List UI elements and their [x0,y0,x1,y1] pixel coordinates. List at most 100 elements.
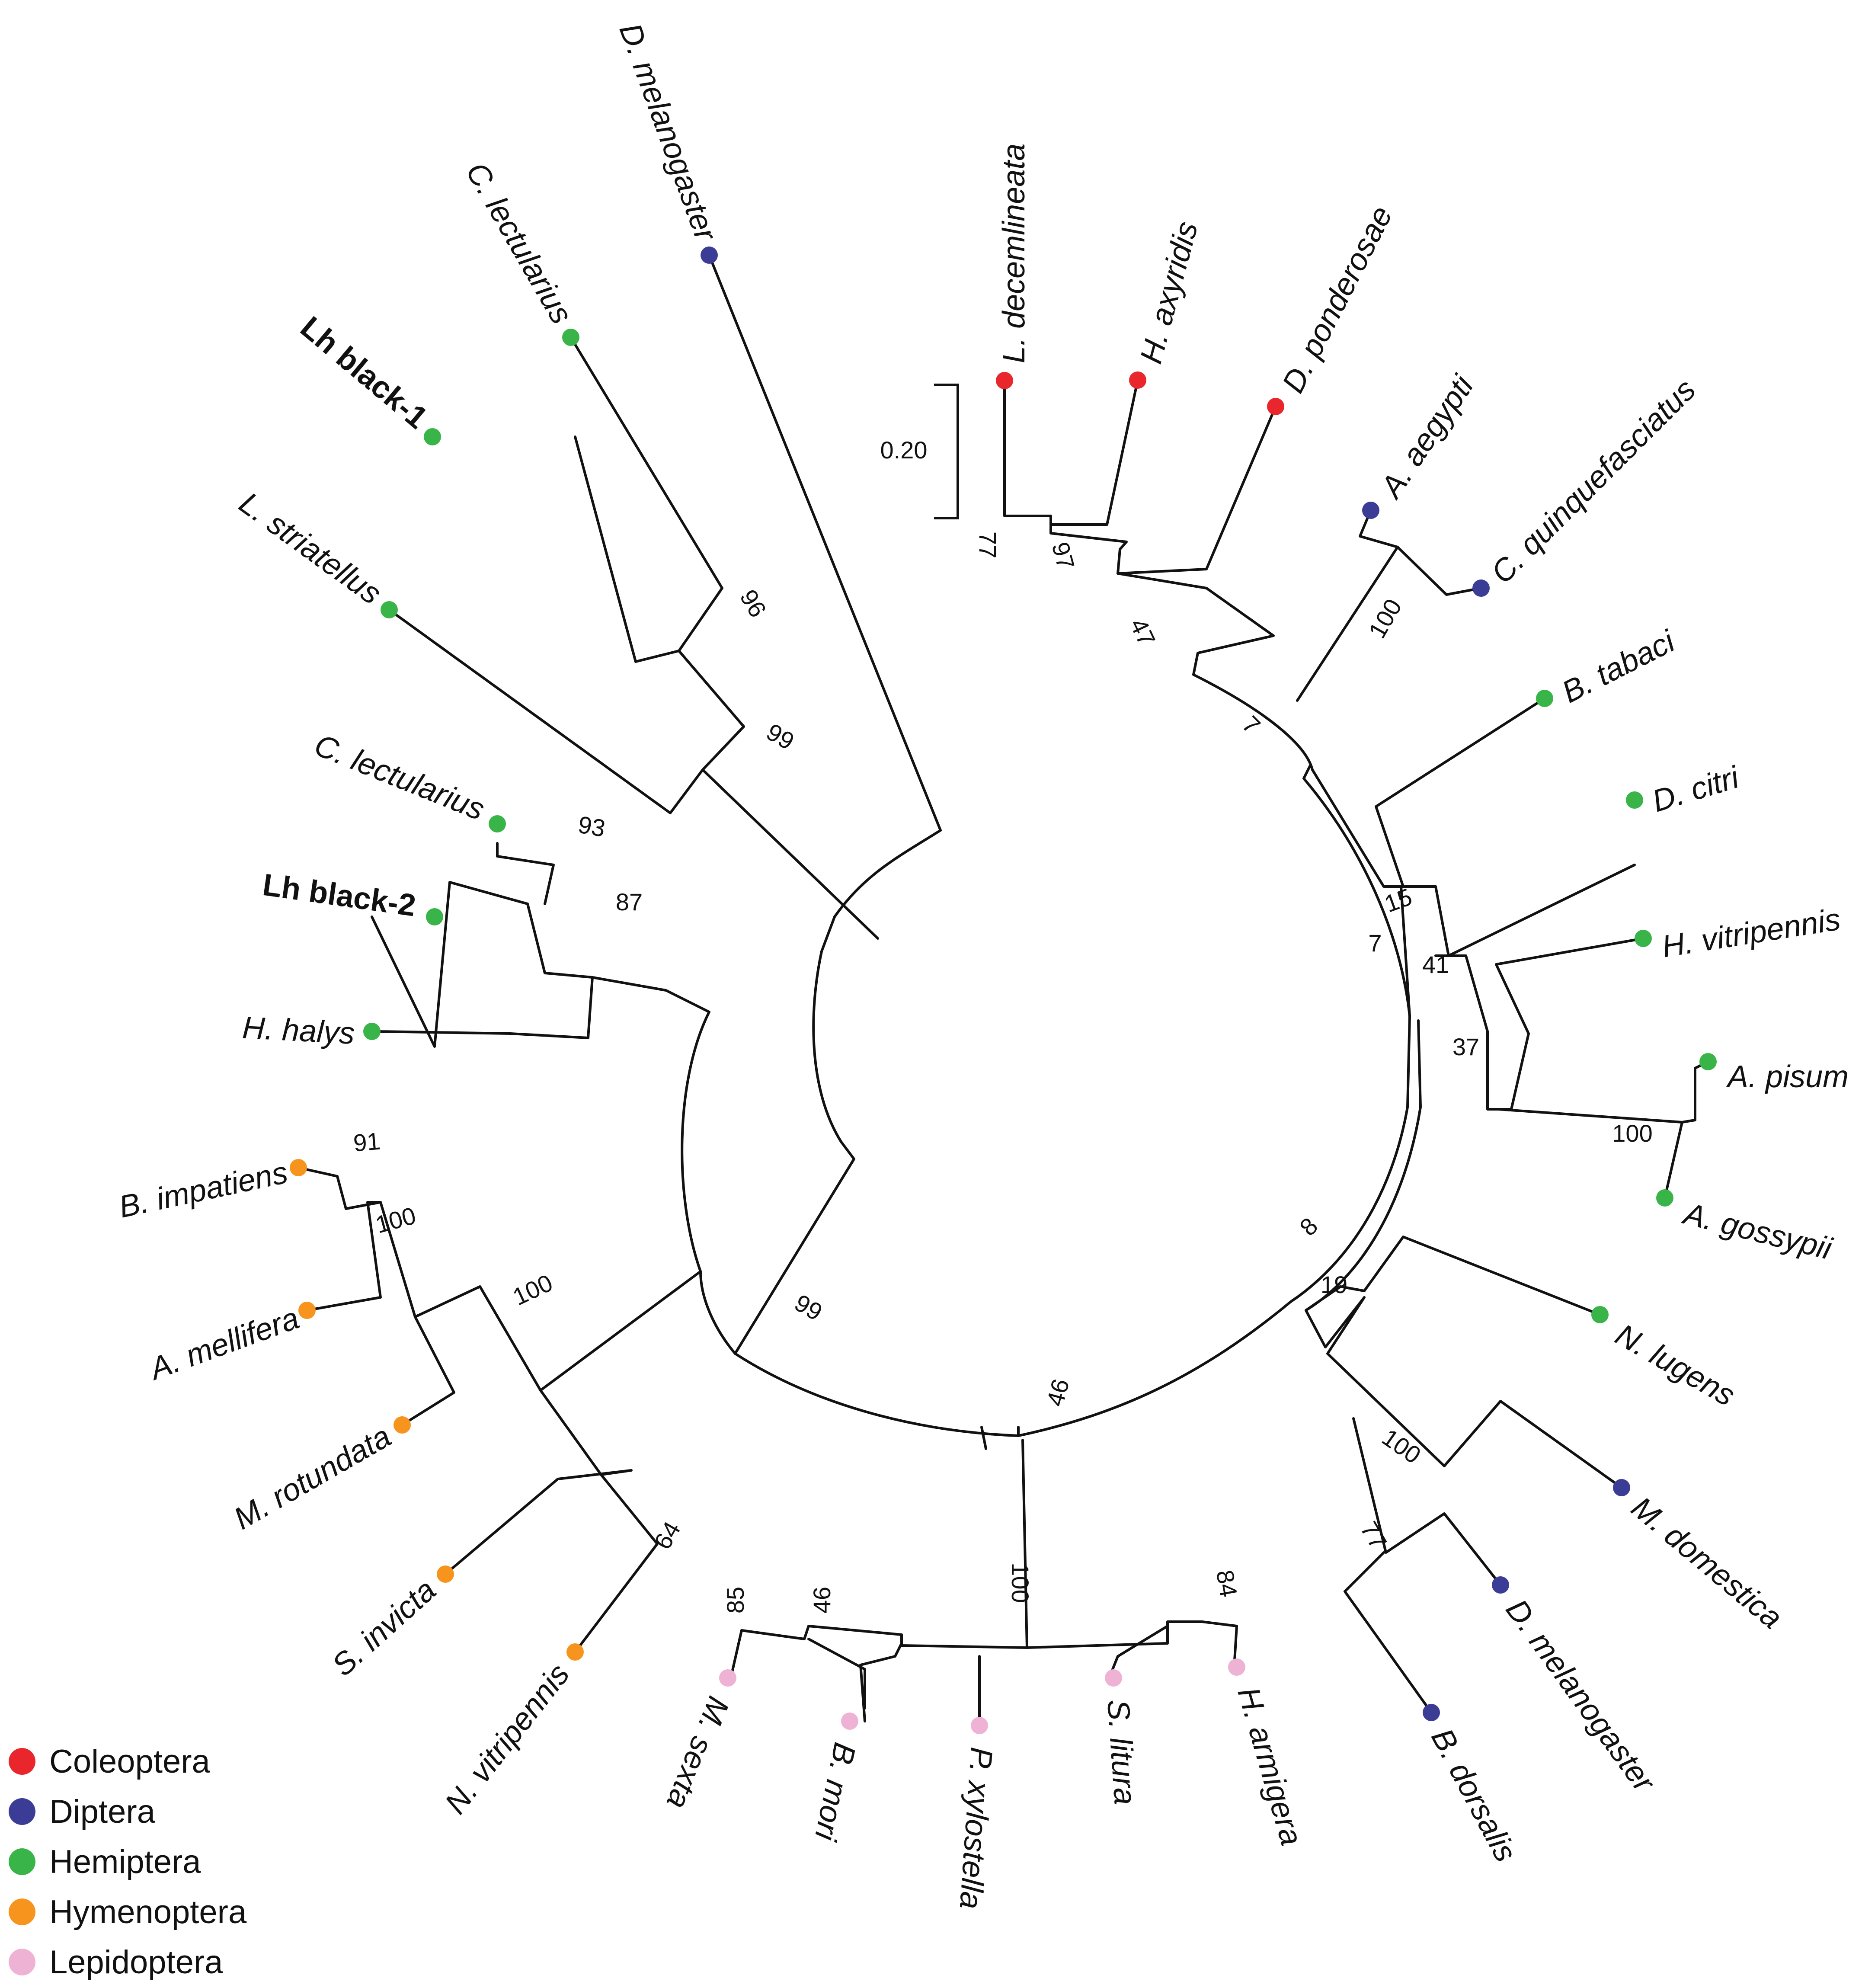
leaf-label: Lh black-1 [294,310,434,435]
leaf-dot-diptera [1472,579,1490,597]
support-value: 85 [722,1587,749,1613]
tree-branch [1344,1551,1433,1714]
support-value: 97 [1046,539,1080,572]
support-value: 8 [1294,1212,1323,1241]
leaf-label: S. invicta [326,1573,443,1683]
leaf-label: L. decemlineata [997,144,1031,363]
tree-branches [297,254,1709,1727]
tree-branch [1400,864,1636,957]
support-value: 47 [1125,614,1161,650]
scale-bar-line [934,384,959,519]
support-value: 19 [1321,1271,1347,1298]
support-value: 100 [1377,1423,1426,1469]
legend-item: Diptera [9,1786,246,1837]
leaf-label: B. tabaci [1557,624,1681,710]
legend-label: Hymenoptera [49,1893,247,1930]
support-value: 15 [1381,883,1415,918]
leaf-dot-hemiptera [562,329,579,346]
tree-branch [375,976,710,1273]
leaf-dot-hymenoptera [566,1643,584,1661]
tree-branch [1296,546,1399,702]
tree-branch [574,435,879,940]
tree-branch [734,1352,1020,1437]
tree-branch [297,1166,702,1392]
leaf-dot-hemiptera [489,815,506,832]
tree-branch [574,1473,659,1653]
leaf-dot-lepidoptera [1228,1658,1245,1676]
tree-branch [859,1642,903,1722]
tree-branch [306,1201,382,1312]
leaf-dot-lepidoptera [1105,1669,1122,1687]
tree-branch [833,829,942,918]
tree-branch [1233,1625,1238,1662]
leaf-dot-hemiptera [1626,791,1643,809]
legend-swatch [9,1848,35,1875]
leaf-dot-diptera [1492,1576,1509,1594]
tree-branch [496,842,555,905]
support-value: 77 [1355,1517,1392,1554]
tree-branch [1305,1019,1422,1312]
support-value: 37 [1452,1033,1479,1060]
tree-branch [980,1426,987,1450]
leaf-dot-hymenoptera [290,1159,307,1176]
tree-branch [1117,572,1275,676]
leaf-label: M. rotundata [228,1419,397,1536]
leaf-dot-coleoptera [1267,398,1284,415]
legend-swatch [9,1748,35,1775]
leaf-dot-hymenoptera [298,1302,316,1319]
support-value: 100 [373,1202,419,1239]
legend-item: Hemiptera [9,1837,246,1887]
tree-branch [1664,1121,1683,1199]
leaf-label: M. domestica [1625,1490,1788,1636]
legend-item: Lepidoptera [9,1937,246,1987]
legend-swatch [9,1949,35,1975]
tree-branch [444,1389,633,1575]
tree-branch [1352,1417,1502,1586]
leaf-dot-hemiptera [424,428,441,445]
tree-branch [1108,1625,1169,1679]
support-value: 77 [974,531,1001,558]
tree-branch [1289,1015,1411,1303]
tree-branch [1359,509,1482,596]
leaf-label: S. litura [1101,1698,1142,1806]
tree-branch [401,1316,455,1426]
legend-label: Lepidoptera [49,1943,223,1981]
tree-branch [699,1270,736,1355]
tree-branch [734,1140,855,1355]
tree-branch [1049,405,1277,575]
tree-branch [812,916,842,1143]
leaf-dot-hemiptera [1635,930,1652,947]
leaf-label: A. mellifera [144,1301,304,1387]
support-value: 100 [1007,1562,1034,1603]
support-value: 7 [1368,929,1382,957]
support-value: 100 [509,1269,557,1311]
tree-branch [1497,1060,1709,1124]
support-value: 46 [808,1587,835,1613]
leaf-label: P. xylostella [953,1746,999,1911]
leaf-dot-hemiptera [363,1023,381,1040]
support-value: 91 [352,1127,382,1156]
scale-bar: 0.20 [880,384,959,519]
tree-branch [569,336,723,652]
leaf-dot-hemiptera [426,908,443,925]
legend-swatch [9,1898,35,1925]
leaf-label: L. striatellus [233,486,388,611]
leaf-dot-diptera [1362,502,1379,519]
legend-swatch [9,1798,35,1825]
leaf-label: H. halys [241,1010,355,1051]
leaf-label: C. lectularius [459,157,579,330]
leaf-labels: L. decemlineata H. axyridis D. ponderosaeA… [116,19,1849,1910]
leaf-label: D. ponderosae [1276,201,1399,398]
support-value: 84 [1211,1568,1243,1599]
leaf-dot-hymenoptera [394,1416,411,1434]
tree-branch [1003,379,1139,526]
support-value: 99 [762,718,799,755]
tree-branch [807,1638,866,1709]
support-value: 100 [1363,594,1407,643]
leaf-label: H. vitripennis [1660,902,1843,964]
leaf-label: M. sexta [660,1692,736,1814]
tree-branch [1192,673,1314,771]
leaf-dot-hemiptera [1591,1306,1609,1323]
tree-branch [1302,764,1411,1018]
